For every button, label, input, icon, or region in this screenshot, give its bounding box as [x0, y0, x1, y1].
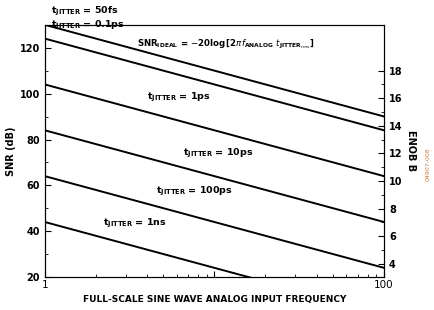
Text: t$_{\mathregular{JITTER}}$ = 100ps: t$_{\mathregular{JITTER}}$ = 100ps	[155, 185, 232, 198]
Text: t$_{\mathregular{JITTER}}$ = 1ns: t$_{\mathregular{JITTER}}$ = 1ns	[103, 217, 166, 230]
Text: t$_{\mathregular{JITTER}}$ = 10ps: t$_{\mathregular{JITTER}}$ = 10ps	[182, 146, 253, 160]
Text: SNR$_{\mathregular{IDEAL}}$ = $-$20log$\,$[2$\pi f_{\mathregular{ANALOG}}$ $t_{\: SNR$_{\mathregular{IDEAL}}$ = $-$20log$\…	[137, 38, 314, 51]
Text: 04907-008: 04907-008	[425, 148, 430, 181]
Y-axis label: SNR (dB): SNR (dB)	[6, 126, 16, 176]
Text: t$_{\mathregular{JITTER}}$ = 50fs: t$_{\mathregular{JITTER}}$ = 50fs	[50, 5, 118, 18]
Text: t$_{\mathregular{JITTER}}$ = 1ps: t$_{\mathregular{JITTER}}$ = 1ps	[147, 91, 210, 104]
X-axis label: FULL-SCALE SINE WAVE ANALOG INPUT FREQUENCY: FULL-SCALE SINE WAVE ANALOG INPUT FREQUE…	[82, 295, 345, 304]
Text: t$_{\mathregular{JITTER}}$ = 0.1ps: t$_{\mathregular{JITTER}}$ = 0.1ps	[50, 19, 124, 32]
Y-axis label: ENOB B: ENOB B	[405, 131, 415, 171]
